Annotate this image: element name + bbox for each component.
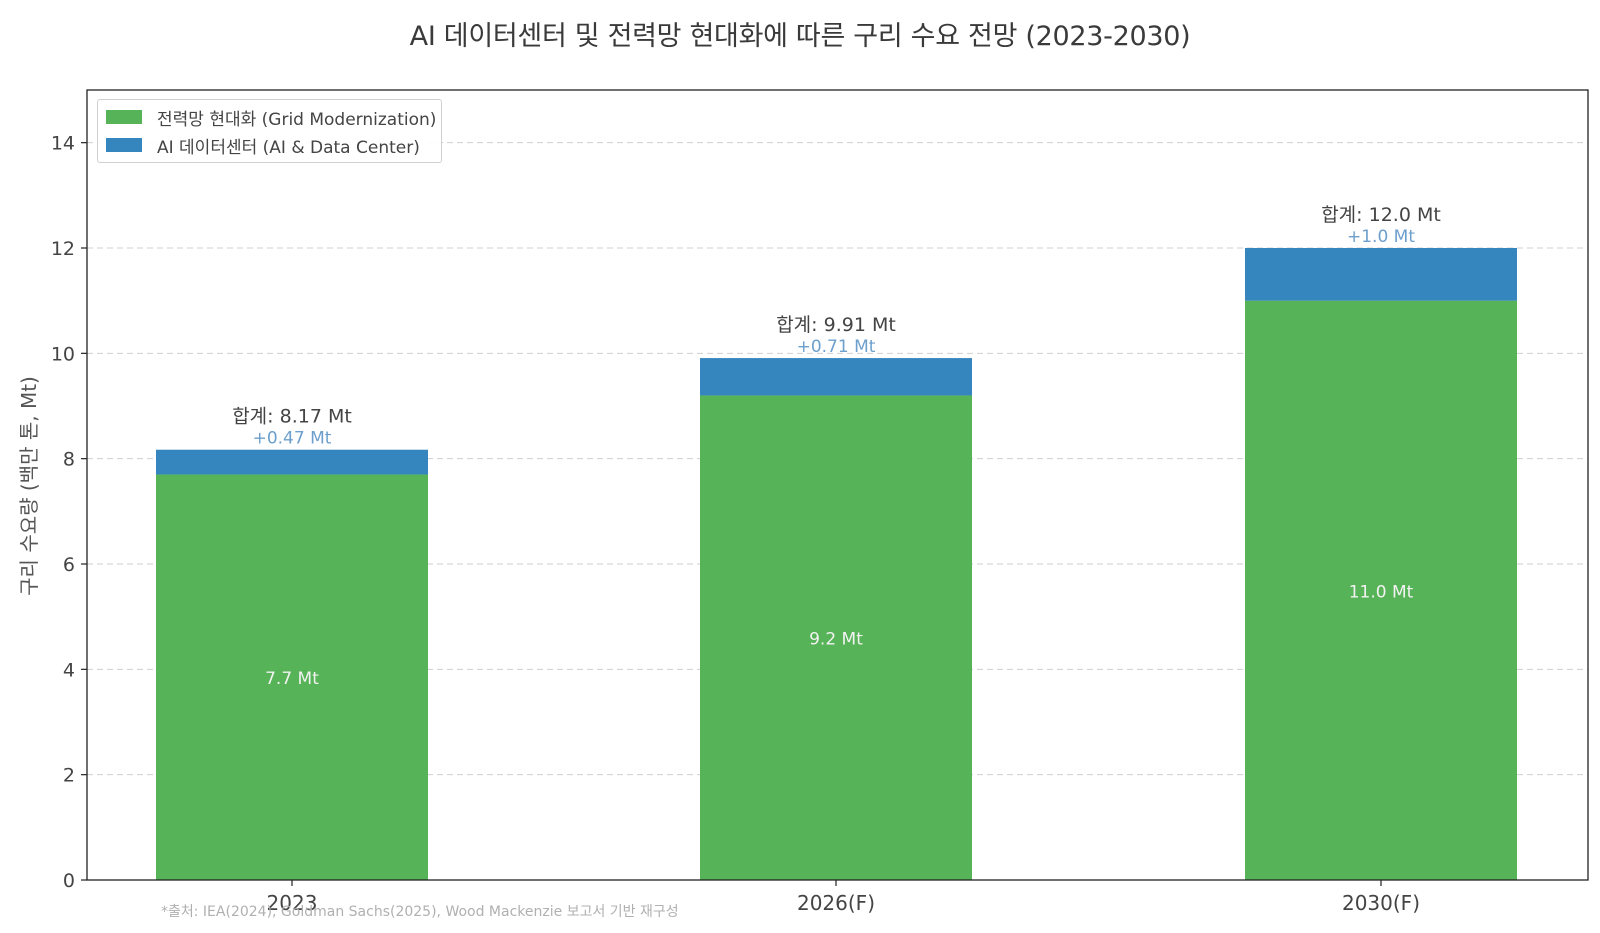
source-footnote: *출처: IEA(2024), Goldman Sachs(2025), Woo… <box>161 904 679 920</box>
plot-frame <box>86 89 1589 881</box>
total-label-1: 합계: 9.91 Mt <box>776 314 896 336</box>
legend-label-grid: 전력망 현대화 (Grid Modernization) <box>157 109 437 130</box>
legend-item-ai: AI 데이터센터 (AI & Data Center) <box>106 132 420 158</box>
y-tick-label-4: 4 <box>63 659 75 681</box>
bar-grid-1 <box>700 395 972 880</box>
bar-grid-label-2: 11.0 Mt <box>1349 582 1414 602</box>
bar-grid-0 <box>156 474 428 880</box>
bar-ai-label-2: +1.0 Mt <box>1347 227 1415 247</box>
legend-item-grid: 전력망 현대화 (Grid Modernization) <box>106 104 436 130</box>
chart-title: AI 데이터센터 및 전력망 현대화에 따른 구리 수요 전망 (2023-20… <box>409 21 1191 52</box>
y-tick-label-2: 2 <box>63 765 75 787</box>
y-tick-label-0: 0 <box>63 870 75 892</box>
y-tick-label-8: 8 <box>63 449 75 471</box>
bar-grid-label-0: 7.7 Mt <box>265 669 319 689</box>
legend: 전력망 현대화 (Grid Modernization) AI 데이터센터 (A… <box>97 99 442 163</box>
total-label-0: 합계: 8.17 Mt <box>232 406 352 428</box>
total-label-2: 합계: 12.0 Mt <box>1321 204 1441 226</box>
y-tick-label-12: 12 <box>51 238 75 260</box>
y-axis-label: 구리 수요량 (백만 톤, Mt) <box>17 376 41 596</box>
bars <box>156 248 1517 881</box>
bar-ai-label-0: +0.47 Mt <box>253 429 332 449</box>
bar-grid-2 <box>1245 300 1517 881</box>
x-tick-label-0: 2023 <box>267 891 318 915</box>
bar-ai-label-1: +0.71 Mt <box>797 337 876 357</box>
y-tick-label-10: 10 <box>51 343 75 365</box>
y-tick-label-14: 14 <box>51 133 75 155</box>
legend-swatch-grid <box>106 110 142 124</box>
x-tick-label-2: 2030(F) <box>1342 891 1420 915</box>
bar-ai-2 <box>1245 248 1517 301</box>
bar-ai-1 <box>700 358 972 396</box>
bar-ai-0 <box>156 449 428 475</box>
legend-label-ai: AI 데이터센터 (AI & Data Center) <box>157 137 420 158</box>
bar-grid-label-1: 9.2 Mt <box>809 630 863 650</box>
y-tick-label-6: 6 <box>63 554 75 576</box>
axes: 0 2 4 6 8 10 12 14 2023 2026(F) 2030(F) <box>51 133 1420 915</box>
x-tick-label-1: 2026(F) <box>797 891 875 915</box>
legend-swatch-ai <box>106 138 142 152</box>
